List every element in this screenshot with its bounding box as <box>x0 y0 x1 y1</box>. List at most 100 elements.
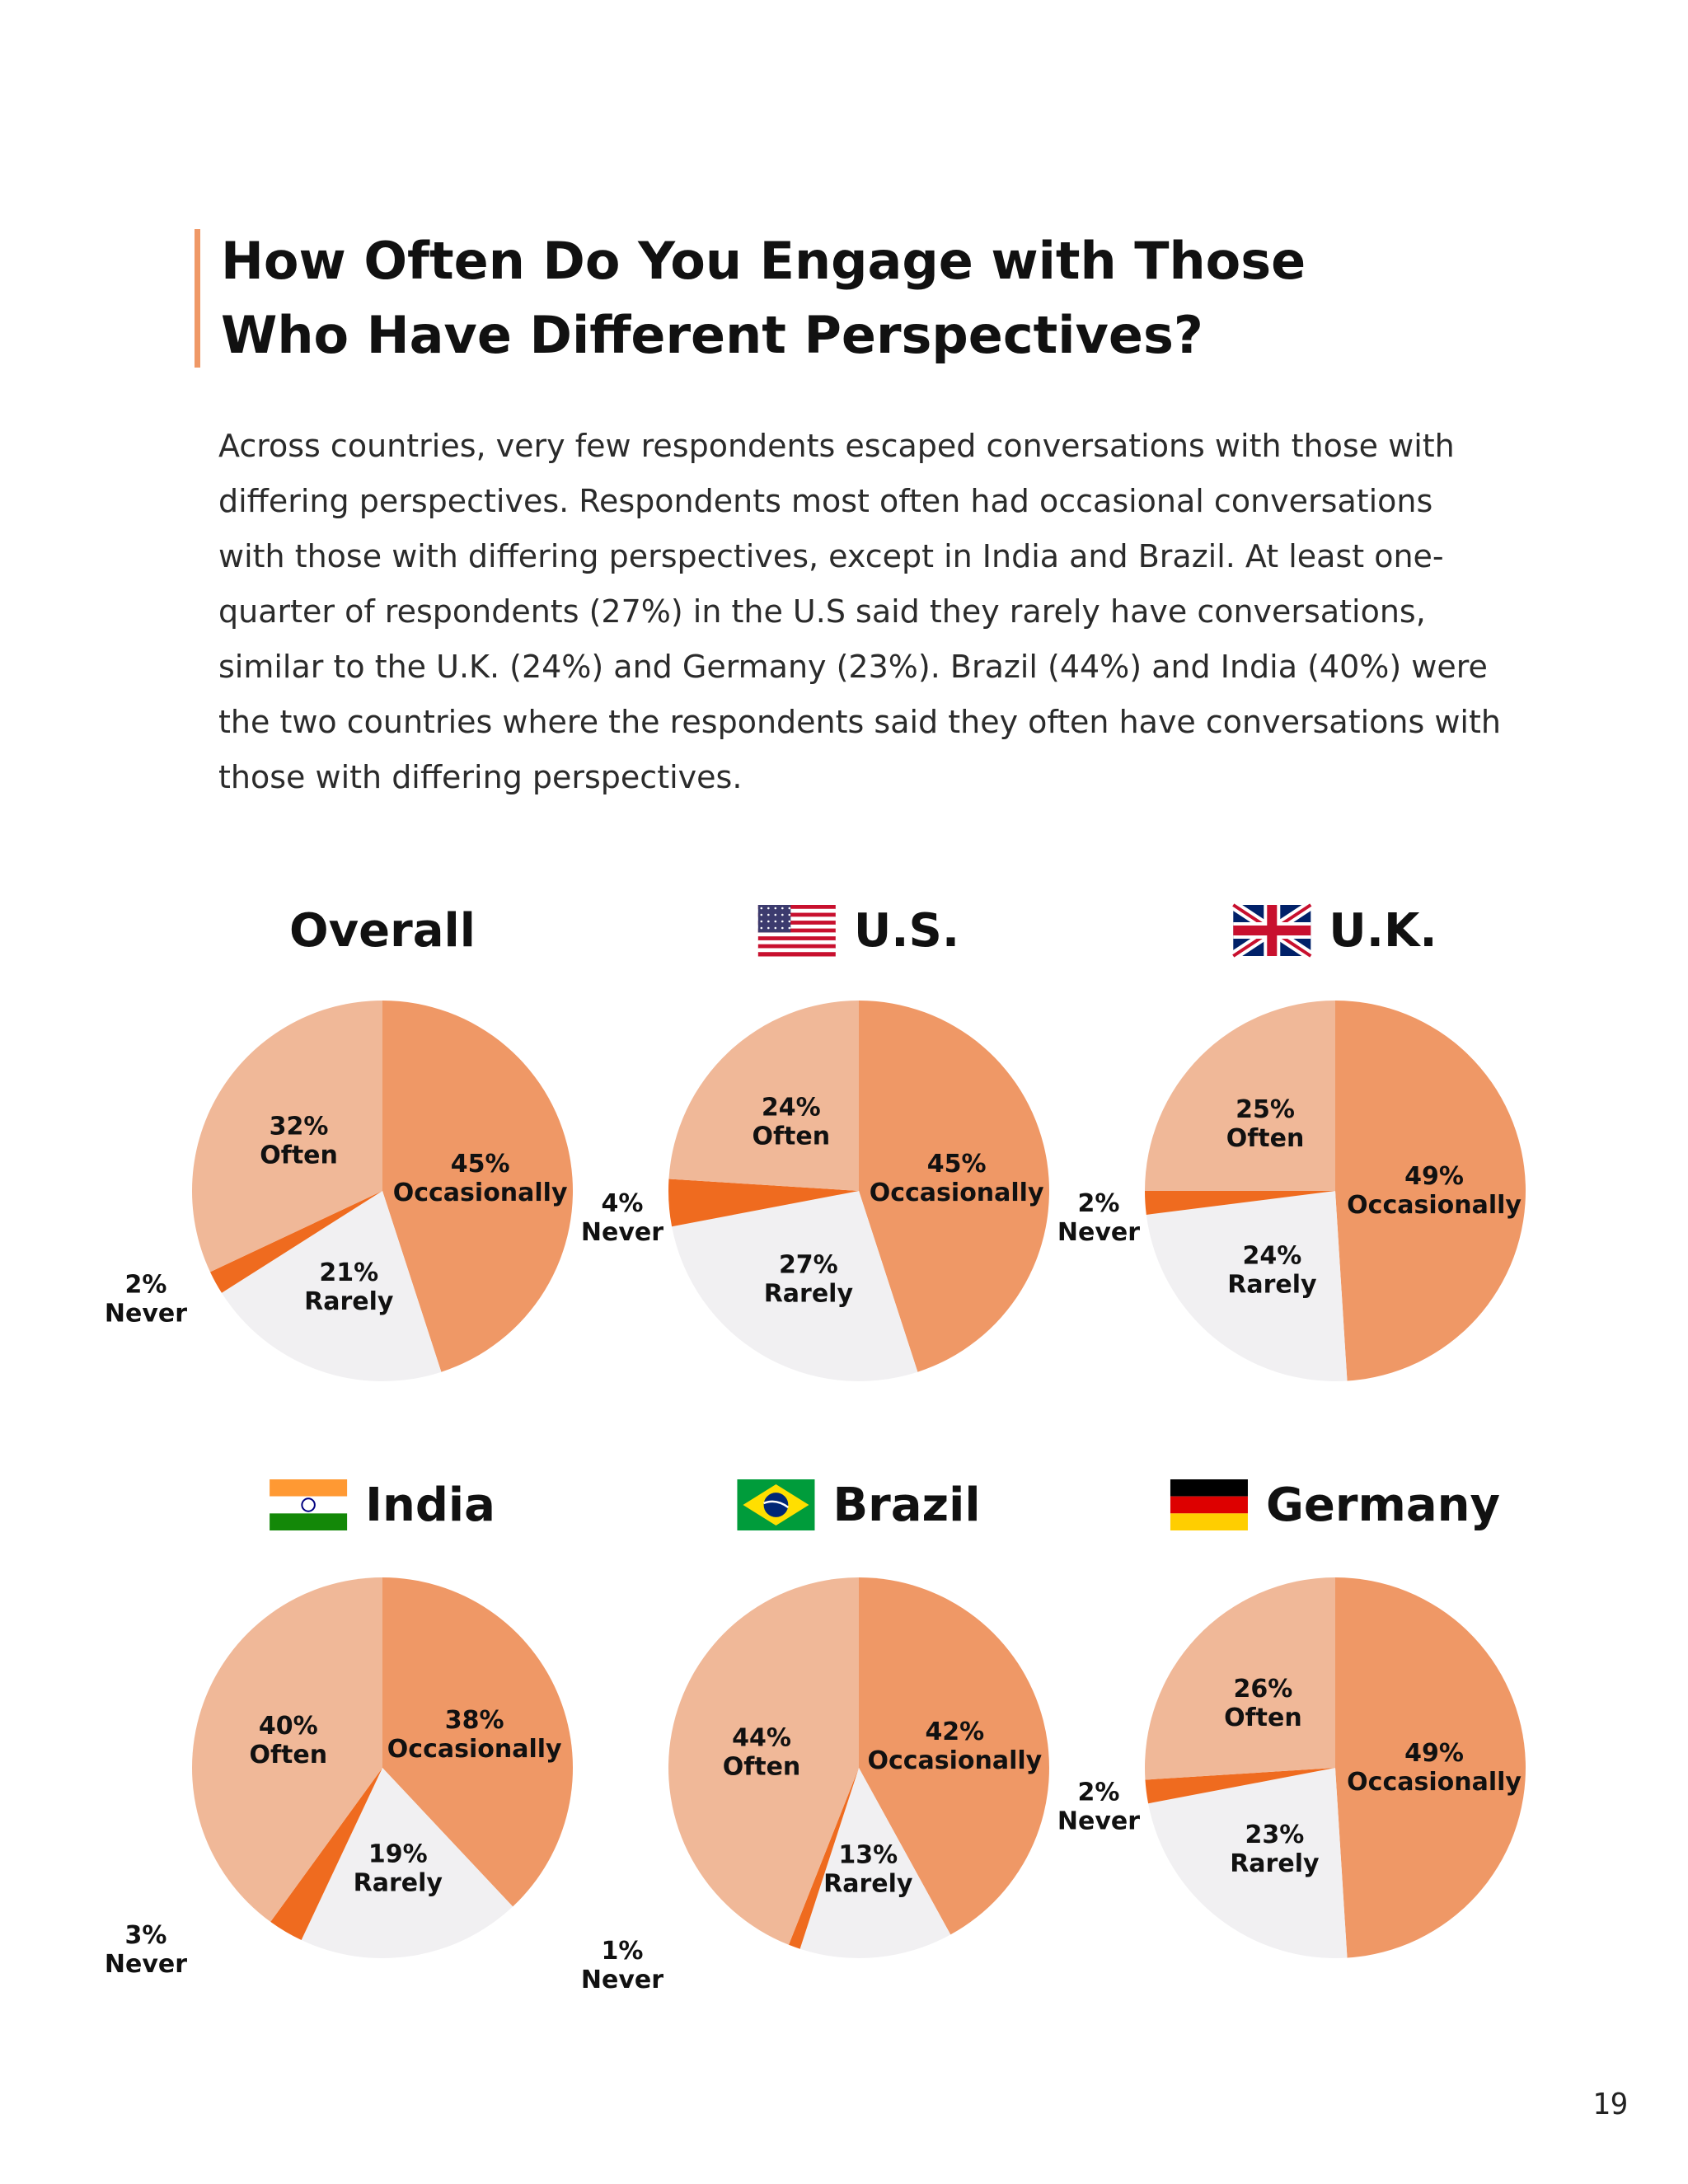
slice-label-never-line-2: Never <box>1057 1218 1140 1247</box>
slice-label-often-line-1: 25% <box>1236 1095 1295 1124</box>
slice-label-often-line-2: Often <box>260 1141 338 1170</box>
slice-label-rarely-line-1: 23% <box>1245 1821 1304 1849</box>
slice-label-never-line-2: Never <box>1057 1807 1140 1836</box>
pie-chart-overall: Overall 45% Occasionally 21% Rarely 2% Never 32… <box>105 904 574 1382</box>
pie-slice-rarely <box>1146 1191 1348 1381</box>
slice-label-rarely-line-2: Rarely <box>1227 1271 1317 1300</box>
pie-slice-rarely <box>799 1768 951 1958</box>
slice-label-occasionally: 45% Occasionally <box>393 1150 568 1207</box>
pie-slice-never <box>668 1179 859 1227</box>
pie-slice-occasionally <box>1335 1577 1526 1958</box>
slice-label-occasionally-line-2: Occasionally <box>393 1179 568 1207</box>
slice-label-often-line-1: 32% <box>270 1113 329 1141</box>
slice-label-often: 24% Often <box>752 1093 830 1151</box>
slice-label-often-line-1: 26% <box>1234 1675 1293 1704</box>
slice-label-occasionally-line-1: 38% <box>445 1706 504 1735</box>
slice-label-occasionally-line-2: Occasionally <box>1347 1768 1522 1797</box>
slice-label-occasionally-line-1: 42% <box>925 1718 984 1746</box>
slice-label-rarely-line-1: 24% <box>1243 1242 1302 1271</box>
pie-chart-u-s: U.S. 45% Occasionally 27% Rarely 4% Never 24% Of… <box>581 904 1050 1382</box>
pie-slice-occasionally <box>382 1577 574 1907</box>
slice-label-occasionally-line-2: Occasionally <box>870 1179 1044 1207</box>
slice-label-never-line-1: 2% <box>125 1271 167 1300</box>
pie-slice-occasionally <box>1335 1001 1526 1381</box>
slice-label-often-line-2: Often <box>723 1752 801 1781</box>
slice-label-often: 25% Often <box>1226 1095 1305 1153</box>
slice-label-occasionally-line-1: 45% <box>451 1150 510 1179</box>
page-title: How Often Do You Engage with Those Who H… <box>221 224 1540 373</box>
slice-label-rarely-line-2: Rarely <box>1230 1849 1320 1878</box>
slice-label-rarely-line-1: 13% <box>838 1841 898 1870</box>
slice-label-often: 44% Often <box>723 1723 801 1781</box>
page-title-line-1: How Often Do You Engage with Those <box>221 231 1306 291</box>
page-number: 19 <box>1592 2088 1629 2121</box>
slice-label-often-line-1: 40% <box>259 1712 318 1741</box>
slice-label-rarely-line-1: 27% <box>779 1250 838 1279</box>
pie-slice-occasionally <box>859 1001 1050 1372</box>
slice-label-never: 2% Never <box>105 1271 187 1329</box>
slice-label-occasionally-line-2: Occasionally <box>867 1746 1042 1775</box>
slice-label-never-line-2: Never <box>105 1300 187 1329</box>
slice-label-rarely: 13% Rarely <box>823 1841 913 1899</box>
slice-label-never: 1% Never <box>581 1937 663 1994</box>
slice-label-never-line-1: 2% <box>1078 1189 1120 1218</box>
india-flag-icon <box>270 1479 348 1530</box>
pie-slice-never <box>788 1768 859 1949</box>
slice-label-rarely: 27% Rarely <box>764 1250 854 1308</box>
pie-slice-never <box>270 1768 382 1941</box>
germany-flag-icon <box>1170 1479 1248 1530</box>
pie-slice-rarely <box>221 1191 442 1382</box>
pie-slice-never <box>1145 1768 1335 1804</box>
slice-label-never: 3% Never <box>105 1921 187 1979</box>
pie-chart-germany: Germany 49% Occasionally 23% Rarely 2% Never 26… <box>1057 1479 1526 1958</box>
slice-label-rarely-line-2: Rarely <box>823 1870 913 1899</box>
slice-label-often: 40% Often <box>249 1712 327 1769</box>
pie-slice-often <box>668 1001 859 1191</box>
slice-label-never-line-2: Never <box>105 1950 187 1979</box>
slice-label-often-line-2: Often <box>1224 1704 1302 1732</box>
pie-slice-never <box>209 1191 382 1293</box>
slice-label-occasionally: 38% Occasionally <box>387 1706 562 1764</box>
slice-label-never-line-1: 4% <box>602 1189 644 1218</box>
slice-label-never-line-2: Never <box>581 1218 663 1247</box>
chart-title-brazil: Brazil <box>832 1479 980 1532</box>
slice-label-occasionally-line-1: 49% <box>1404 1162 1464 1191</box>
brazil-flag-icon <box>737 1479 815 1530</box>
page-title-line-2: Who Have Different Perspectives? <box>221 305 1203 365</box>
pie-slice-often <box>191 1001 382 1272</box>
slice-label-often-line-1: 44% <box>732 1723 791 1752</box>
slice-label-never: 4% Never <box>581 1189 663 1247</box>
slice-label-often-line-1: 24% <box>762 1093 821 1122</box>
slice-label-never: 2% Never <box>1057 1779 1140 1836</box>
chart-title-u-k: U.K. <box>1329 904 1437 958</box>
chart-title-germany: Germany <box>1266 1479 1500 1532</box>
slice-label-occasionally-line-2: Occasionally <box>387 1735 562 1764</box>
slice-label-occasionally: 49% Occasionally <box>1347 1162 1522 1220</box>
slice-label-never-line-1: 2% <box>1078 1779 1120 1807</box>
slice-label-occasionally: 49% Occasionally <box>1347 1739 1522 1797</box>
pie-slice-occasionally <box>382 1001 574 1372</box>
pie-slice-often <box>1145 1577 1335 1780</box>
slice-label-never: 2% Never <box>1057 1189 1140 1247</box>
slice-label-rarely-line-1: 21% <box>319 1258 378 1287</box>
chart-title-overall: Overall <box>289 904 476 958</box>
chart-title-u-s: U.S. <box>854 904 959 958</box>
slice-label-occasionally-line-1: 49% <box>1404 1739 1464 1768</box>
slice-label-rarely: 23% Rarely <box>1230 1821 1320 1878</box>
slice-label-never-line-1: 1% <box>602 1937 644 1966</box>
slice-label-never-line-2: Never <box>581 1966 663 1994</box>
slice-label-often-line-2: Often <box>752 1122 830 1151</box>
slice-label-occasionally: 45% Occasionally <box>870 1150 1044 1207</box>
pie-slice-often <box>1145 1001 1335 1191</box>
intro-paragraph: Across countries, very few respondents e… <box>218 428 1501 795</box>
slice-label-rarely-line-2: Rarely <box>304 1287 394 1316</box>
uk-flag-icon <box>1230 900 1314 961</box>
chart-title-india: India <box>365 1479 495 1532</box>
pie-chart-brazil: Brazil 42% Occasionally 13% Rarely 1% Never 44%… <box>581 1479 1050 1994</box>
pie-slice-often <box>192 1577 382 1922</box>
slice-label-rarely: 24% Rarely <box>1227 1242 1317 1300</box>
pie-slice-rarely <box>1148 1768 1348 1958</box>
